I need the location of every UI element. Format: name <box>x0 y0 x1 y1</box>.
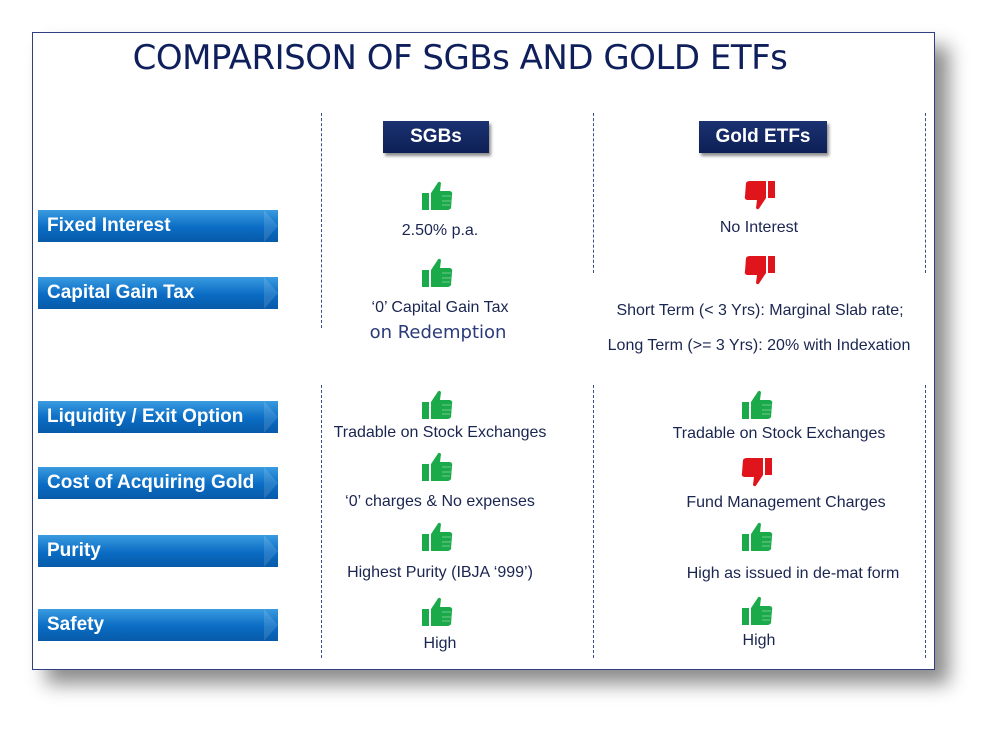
thumbs-up-icon <box>420 520 454 554</box>
etf-value: High as issued in de-mat form <box>686 565 900 582</box>
divider <box>593 385 594 658</box>
thumbs-down-icon <box>743 178 777 212</box>
row-label: Liquidity / Exit Option <box>38 401 278 433</box>
etf-value: Fund Management Charges <box>686 494 886 511</box>
sgb-value: ‘0’ charges & No expenses <box>345 493 535 510</box>
thumbs-up-icon <box>740 520 774 554</box>
etf-value: No Interest <box>719 219 799 236</box>
etf-value-note: Long Term (>= 3 Yrs): 20% with Indexatio… <box>607 337 911 354</box>
etf-value: Tradable on Stock Exchanges <box>672 425 886 442</box>
row-label: Fixed Interest <box>38 210 278 242</box>
sgb-value: 2.50% p.a. <box>401 222 479 239</box>
divider <box>321 385 322 658</box>
etf-value: Short Term (< 3 Yrs): Marginal Slab rate… <box>616 302 904 319</box>
column-header-sgbs: SGBs <box>383 121 489 153</box>
divider <box>321 113 322 328</box>
page-title: COMPARISON OF SGBs AND GOLD ETFs <box>132 38 788 78</box>
thumbs-up-icon <box>420 388 454 422</box>
sgb-value: Highest Purity (IBJA ‘999’) <box>347 564 533 581</box>
divider <box>925 385 926 658</box>
row-label: Cost of Acquiring Gold <box>38 467 278 499</box>
thumbs-up-icon <box>740 594 774 628</box>
divider <box>593 113 594 273</box>
thumbs-up-icon <box>420 595 454 629</box>
divider <box>925 113 926 273</box>
column-header-gold-etfs: Gold ETFs <box>699 121 827 153</box>
thumbs-up-icon <box>420 256 454 290</box>
thumbs-down-icon <box>743 253 777 287</box>
sgb-value: High <box>423 635 457 652</box>
row-label: Safety <box>38 609 278 641</box>
thumbs-up-icon <box>740 388 774 422</box>
row-label: Purity <box>38 535 278 567</box>
sgb-value: ‘0’ Capital Gain Tax <box>371 299 509 316</box>
row-label: Capital Gain Tax <box>38 277 278 309</box>
sgb-value-note: on Redemption <box>369 322 507 343</box>
thumbs-up-icon <box>420 450 454 484</box>
sgb-value: Tradable on Stock Exchanges <box>333 424 547 441</box>
etf-value: High <box>742 632 776 649</box>
thumbs-up-icon <box>420 179 454 213</box>
thumbs-down-icon <box>740 455 774 489</box>
